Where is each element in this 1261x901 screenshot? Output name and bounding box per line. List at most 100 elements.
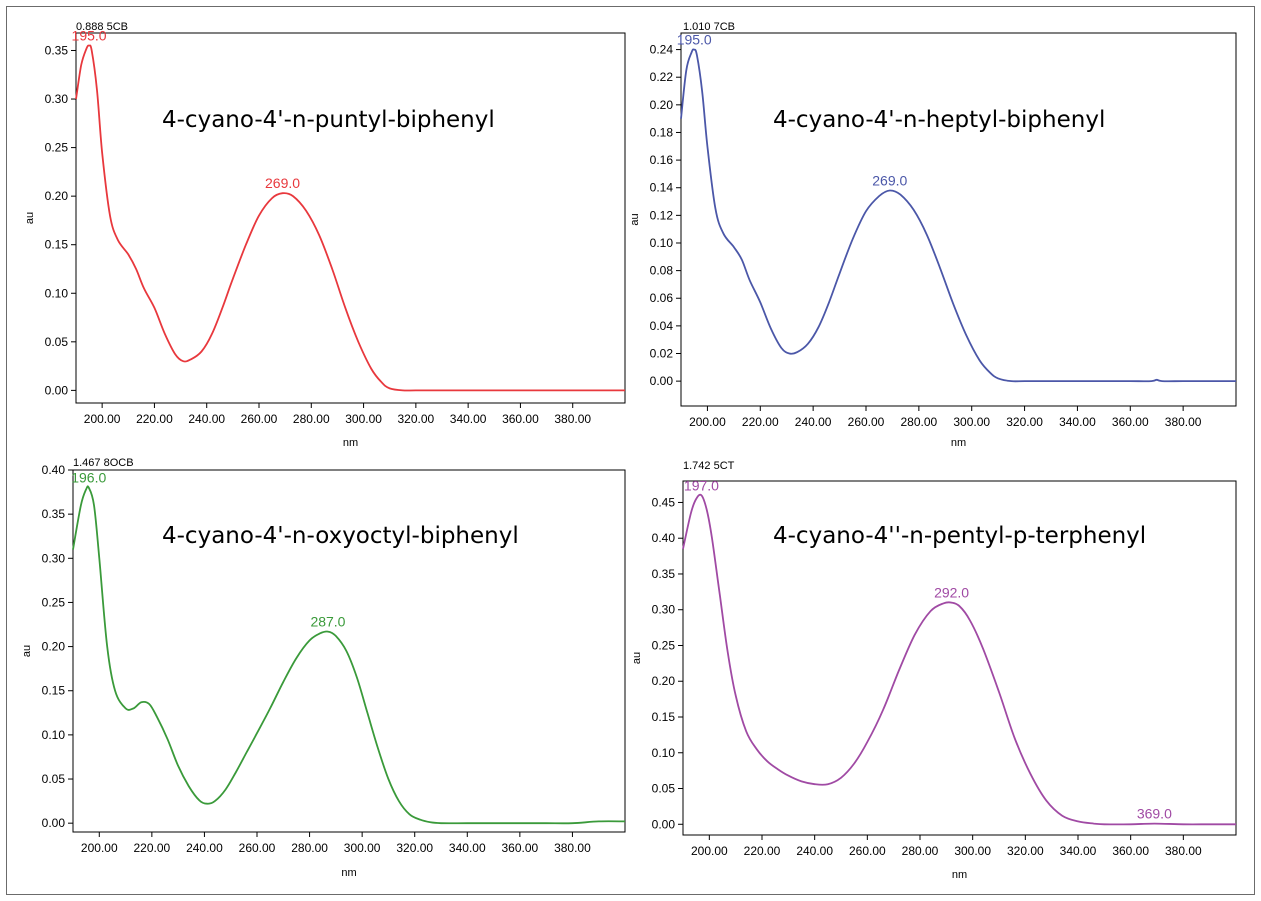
x-tick-label: 380.00 [554,412,591,426]
x-axis-title: nm [951,437,966,449]
peak-label: 287.0 [310,614,345,630]
x-tick-label: 340.00 [449,841,486,855]
y-tick-label: 0.05 [42,772,66,786]
compound-annotation: 4-cyano-4'-n-oxyoctyl-biphenyl [162,523,519,549]
x-tick-label: 200.00 [84,412,121,426]
x-tick-label: 360.00 [502,412,539,426]
x-tick-label: 220.00 [136,412,173,426]
x-tick-label: 280.00 [291,841,328,855]
x-tick-label: 200.00 [691,844,728,858]
y-tick-label: 0.10 [42,728,66,742]
x-tick-label: 240.00 [188,412,225,426]
x-tick-label: 220.00 [742,415,779,429]
y-tick-label: 0.45 [652,495,676,509]
x-tick-label: 280.00 [901,415,938,429]
chart-panel-2: 1.010 7CB 200.00 220.00 240.00 260.00 280.00 3… [629,21,1237,449]
peak-label: 369.0 [1137,806,1172,822]
peak-label: 292.0 [934,585,969,601]
spectrum-line [72,485,626,825]
y-tick-label: 0.20 [652,674,676,688]
y-tick-label: 0.30 [652,603,676,617]
x-tick-label: 220.00 [134,841,171,855]
x-tick-label: 240.00 [795,415,832,429]
peak-label: 197.0 [684,477,719,493]
x-axis-title: nm [343,437,358,449]
y-axis-title: au [629,213,641,225]
x-tick-label: 220.00 [744,844,781,858]
x-tick-label: 240.00 [186,841,223,855]
chart-panel-4: 1.742 5CT 200.00 220.00 240.00 260.00 280.00 3… [631,460,1237,881]
x-tick-label: 300.00 [954,844,991,858]
y-tick-label: 0.06 [650,291,674,305]
x-tick-label: 380.00 [1165,415,1202,429]
x-tick-label: 360.00 [502,841,539,855]
x-tick-label: 280.00 [293,412,330,426]
y-tick-label: 0.25 [652,638,676,652]
spectrum-line [75,44,625,392]
y-axis-title: au [21,645,33,657]
y-tick-label: 0.22 [650,70,674,84]
panel-header: 1.742 5CT [683,460,735,472]
y-tick-label: 0.20 [42,640,66,654]
spectrum-line [680,48,1236,383]
y-tick-label: 0.40 [652,531,676,545]
x-tick-label: 300.00 [953,415,990,429]
y-tick-label: 0.00 [652,817,676,831]
x-tick-label: 280.00 [902,844,939,858]
x-tick-label: 320.00 [396,841,433,855]
x-tick-label: 360.00 [1112,844,1149,858]
x-tick-label: 260.00 [239,841,276,855]
peak-label: 195.0 [72,28,107,44]
y-tick-label: 0.40 [42,463,66,477]
y-tick-label: 0.25 [45,141,69,155]
compound-annotation: 4-cyano-4'-n-heptyl-biphenyl [773,107,1105,133]
panel-header: 0.888 5CB [76,21,128,33]
compound-annotation: 4-cyano-4'-n-puntyl-biphenyl [162,107,495,133]
plot-area-frame [72,469,626,833]
peak-label: 196.0 [71,470,106,486]
y-axis-title: au [631,652,643,664]
y-tick-label: 0.30 [45,92,69,106]
compound-annotation: 4-cyano-4''-n-pentyl-p-terphenyl [773,523,1146,549]
y-tick-label: 0.10 [45,286,69,300]
y-tick-label: 0.15 [45,238,69,252]
panel-header: 1.010 7CB [683,21,735,33]
y-tick-label: 0.05 [652,782,676,796]
plot-area-frame [75,32,626,404]
peak-label: 269.0 [872,172,907,188]
x-tick-label: 300.00 [345,412,382,426]
y-tick-label: 0.18 [650,125,674,139]
figure-frame [6,6,1255,895]
peak-label: 195.0 [677,32,712,48]
x-tick-label: 380.00 [554,841,591,855]
x-tick-label: 260.00 [848,415,885,429]
y-tick-label: 0.05 [45,335,69,349]
panel-header: 1.467 8OCB [73,457,134,469]
y-tick-label: 0.00 [45,383,69,397]
x-tick-label: 340.00 [450,412,487,426]
x-tick-label: 340.00 [1060,844,1097,858]
x-tick-label: 360.00 [1112,415,1149,429]
y-tick-label: 0.20 [650,98,674,112]
peak-label: 269.0 [265,175,300,191]
y-tick-label: 0.35 [652,567,676,581]
x-tick-label: 380.00 [1165,844,1202,858]
y-tick-label: 0.10 [650,236,674,250]
y-tick-label: 0.10 [652,746,676,760]
x-tick-label: 320.00 [1007,844,1044,858]
x-tick-label: 240.00 [796,844,833,858]
chart-panel-3: 1.467 8OCB 200.00 220.00 240.00 260.00 280.00… [21,457,626,879]
y-tick-label: 0.24 [650,43,674,57]
x-tick-label: 300.00 [344,841,381,855]
x-tick-label: 320.00 [398,412,435,426]
y-tick-label: 0.15 [42,684,66,698]
y-tick-label: 0.00 [650,374,674,388]
y-tick-label: 0.14 [650,181,674,195]
y-tick-label: 0.35 [42,507,66,521]
y-tick-label: 0.00 [42,816,66,830]
y-tick-label: 0.02 [650,347,674,361]
y-tick-label: 0.04 [650,319,674,333]
x-axis-title: nm [341,867,356,879]
plot-area-frame [682,480,1237,836]
